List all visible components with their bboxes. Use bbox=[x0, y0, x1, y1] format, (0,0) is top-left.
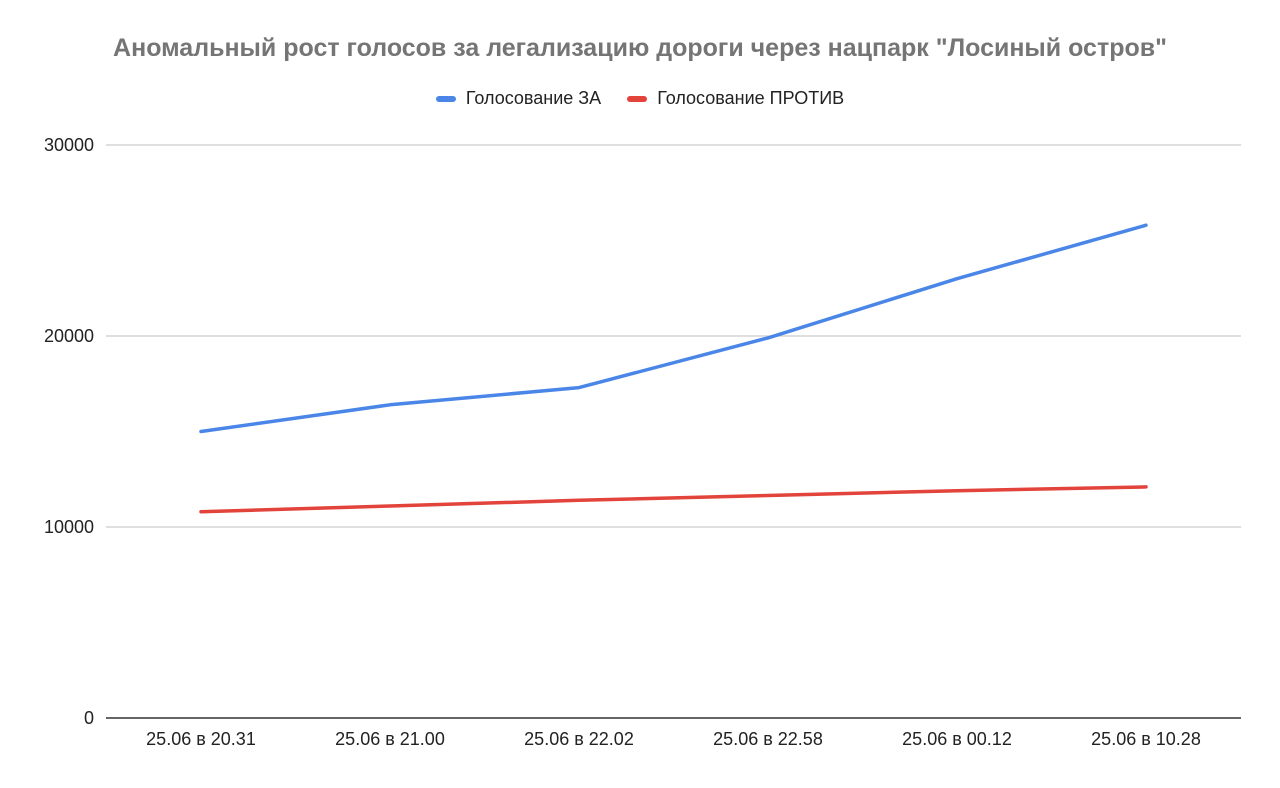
x-tick-label: 25.06 в 22.58 bbox=[713, 729, 823, 749]
x-tick-label: 25.06 в 10.28 bbox=[1091, 729, 1201, 749]
legend-label-series-1: Голосование ЗА bbox=[465, 88, 602, 108]
legend-swatch-series-1 bbox=[435, 95, 456, 102]
legend-item-series-1: Голосование ЗА bbox=[435, 88, 602, 109]
data-point bbox=[766, 493, 770, 497]
data-point bbox=[1144, 223, 1148, 227]
data-point bbox=[955, 489, 959, 493]
legend: Голосование ЗА Голосование ПРОТИВ bbox=[0, 88, 1280, 109]
data-point bbox=[388, 504, 392, 508]
series-lines bbox=[199, 223, 1148, 514]
chart-title: Аномальный рост голосов за легализацию д… bbox=[113, 34, 1167, 62]
y-tick-label: 30000 bbox=[44, 135, 94, 155]
y-tick-label: 0 bbox=[84, 708, 94, 728]
y-axis-tick-labels: 0 10000 20000 30000 bbox=[44, 135, 94, 728]
gridlines bbox=[106, 144, 1241, 719]
data-point bbox=[577, 386, 581, 390]
data-point bbox=[766, 336, 770, 340]
x-tick-label: 25.06 в 00.12 bbox=[902, 729, 1012, 749]
y-tick-label: 20000 bbox=[44, 326, 94, 346]
series-line-2 bbox=[199, 485, 1148, 514]
x-tick-label: 25.06 в 21.00 bbox=[335, 729, 445, 749]
x-tick-label: 25.06 в 20.31 bbox=[146, 729, 256, 749]
legend-label-series-2: Голосование ПРОТИВ bbox=[657, 88, 845, 108]
data-point bbox=[955, 277, 959, 281]
legend-item-series-2: Голосование ПРОТИВ bbox=[627, 88, 844, 109]
x-axis-tick-labels: 25.06 в 20.31 25.06 в 21.00 25.06 в 22.02 2… bbox=[146, 729, 1201, 749]
y-tick-label: 10000 bbox=[44, 517, 94, 537]
data-point bbox=[199, 510, 203, 514]
data-point bbox=[388, 403, 392, 407]
x-tick-label: 25.06 в 22.02 bbox=[524, 729, 634, 749]
series-line-1 bbox=[199, 223, 1148, 434]
legend-swatch-series-2 bbox=[627, 95, 648, 102]
data-point bbox=[577, 498, 581, 502]
data-point bbox=[199, 430, 203, 434]
data-point bbox=[1144, 485, 1148, 489]
